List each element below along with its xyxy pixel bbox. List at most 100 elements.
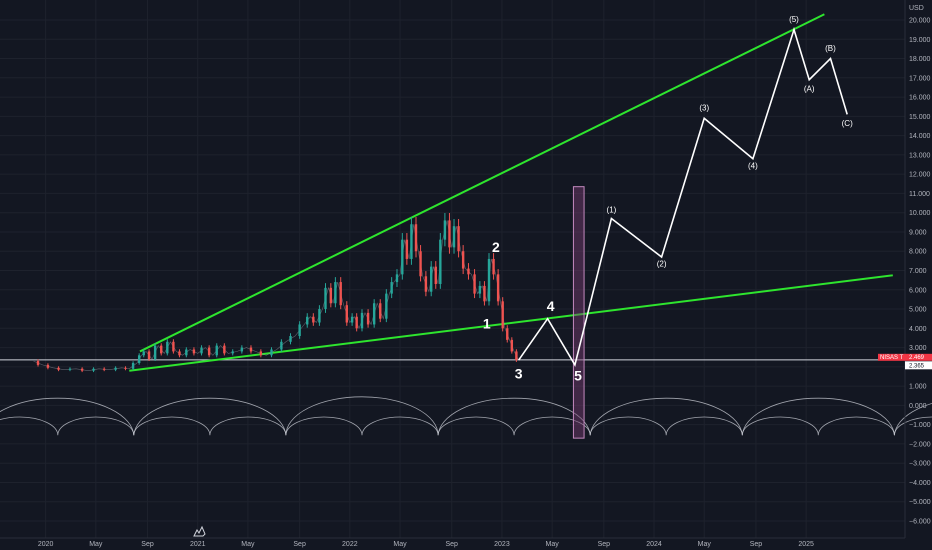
candle-body xyxy=(414,224,418,252)
candle-body xyxy=(147,351,151,360)
y-tick-label: 18.000 xyxy=(909,56,931,63)
candle-body xyxy=(355,316,358,329)
candle-body xyxy=(249,347,253,352)
candle-body xyxy=(366,312,370,325)
y-tick-label: 5.000 xyxy=(909,307,927,314)
candle-body xyxy=(496,274,500,302)
candle-body xyxy=(419,251,422,277)
candle-body xyxy=(501,301,504,329)
candle-body xyxy=(467,268,470,275)
candle-body xyxy=(372,303,376,325)
y-tick-label: −4.000 xyxy=(909,480,931,487)
candle-body xyxy=(443,220,447,240)
y-tick-label: 20.000 xyxy=(909,18,931,25)
candle-body xyxy=(80,368,84,371)
candle-body xyxy=(405,239,409,259)
upper-trendline[interactable] xyxy=(139,13,825,353)
candle-body xyxy=(492,258,495,275)
wave-label: 2 xyxy=(492,239,500,255)
wave-label: 5 xyxy=(574,367,582,383)
candle-body xyxy=(68,368,72,370)
x-tick-label: 2021 xyxy=(190,541,206,548)
tradingview-logo-icon xyxy=(193,525,206,537)
candle-body xyxy=(160,345,163,354)
x-axis[interactable]: 2020 May Sep 2021 May Sep 2022 May Sep 2023 May Sep… xyxy=(0,537,905,548)
candle-body xyxy=(289,336,292,342)
price-tag-value-bg xyxy=(905,353,932,361)
candle-body xyxy=(461,251,465,269)
price-tag-symbol: NISAS T xyxy=(880,355,904,361)
lower-trendline[interactable] xyxy=(129,274,893,372)
x-tick-label: Sep xyxy=(750,541,763,548)
candle-body xyxy=(131,362,135,369)
candle-body xyxy=(280,341,283,350)
candle-body xyxy=(483,285,486,302)
x-tick-label: 2022 xyxy=(342,541,358,548)
y-tick-label: 16.000 xyxy=(909,95,931,102)
y-tick-label: −6.000 xyxy=(909,519,931,526)
candle-body xyxy=(92,368,95,371)
candle-body xyxy=(324,287,327,310)
y-tick-label: 11.000 xyxy=(909,191,930,198)
y-tick-label: −1.000 xyxy=(909,422,931,429)
y-tick-label: 6.000 xyxy=(909,287,927,294)
y-tick-label: 17.000 xyxy=(909,75,931,82)
candle-body xyxy=(306,316,309,325)
y-tick-label: −3.000 xyxy=(909,461,931,468)
x-tick-label: Sep xyxy=(598,541,611,548)
x-tick-label: May xyxy=(241,541,255,548)
candle-body xyxy=(424,276,428,292)
candle-body xyxy=(329,287,333,304)
cycle-arc-large xyxy=(0,396,932,436)
current-price-bg xyxy=(905,361,932,370)
wave-label: (3) xyxy=(699,104,709,113)
candle-body xyxy=(385,293,388,319)
y-tick-label: −5.000 xyxy=(909,499,931,506)
projection-line[interactable] xyxy=(518,26,848,367)
x-tick-label: 2023 xyxy=(494,541,510,548)
x-tick-label: May xyxy=(698,541,712,548)
candle-body xyxy=(36,361,40,365)
wave-label: (A) xyxy=(804,84,815,93)
time-marker[interactable] xyxy=(572,186,585,439)
x-tick-label: May xyxy=(546,541,560,548)
wave-label: (2) xyxy=(657,260,667,269)
price-tag-value: 2.469 xyxy=(909,355,925,361)
candle-body xyxy=(185,349,188,356)
candle-body xyxy=(318,309,321,323)
candle-body xyxy=(298,324,301,337)
y-tick-label: 4.000 xyxy=(909,326,927,333)
time-marker-box[interactable] xyxy=(572,186,585,439)
candle-body xyxy=(57,367,60,370)
cycle-arcs xyxy=(0,396,932,436)
price-series xyxy=(33,213,519,373)
candle-body xyxy=(114,367,117,370)
candle-body xyxy=(102,368,106,370)
x-tick-label: Sep xyxy=(141,541,154,548)
x-tick-label: Sep xyxy=(293,541,306,548)
candle-body xyxy=(46,364,50,368)
candle-body xyxy=(178,351,181,356)
candle-body xyxy=(478,285,482,294)
wave-label: (1) xyxy=(607,206,617,215)
y-tick-label: 15.000 xyxy=(909,114,931,121)
candle-body xyxy=(395,274,399,283)
wave-label: (4) xyxy=(748,161,758,170)
currency-label: USD xyxy=(909,5,924,12)
cycle-arc-small xyxy=(0,416,932,436)
current-price-label: 2.365 xyxy=(909,364,925,370)
candle-body xyxy=(439,239,442,284)
candle-body xyxy=(379,303,382,319)
candle-body xyxy=(434,266,437,284)
x-tick-label: 2024 xyxy=(646,541,662,548)
candle-body xyxy=(200,347,203,354)
wave-labels: 1 2 3 4 5 (1) (2) (3) (4) (5) (A) (B) (C) xyxy=(483,15,853,383)
trendlines[interactable] xyxy=(0,13,905,372)
y-axis[interactable]: USD 20.000 19.000 18.000 17.000 16.000 15.000… xyxy=(904,0,931,538)
price-tag-symbol-bg xyxy=(878,353,905,361)
candle-body xyxy=(137,355,141,363)
candle-body xyxy=(360,312,364,329)
projection-path[interactable] xyxy=(518,26,848,367)
candle-body xyxy=(207,347,211,356)
